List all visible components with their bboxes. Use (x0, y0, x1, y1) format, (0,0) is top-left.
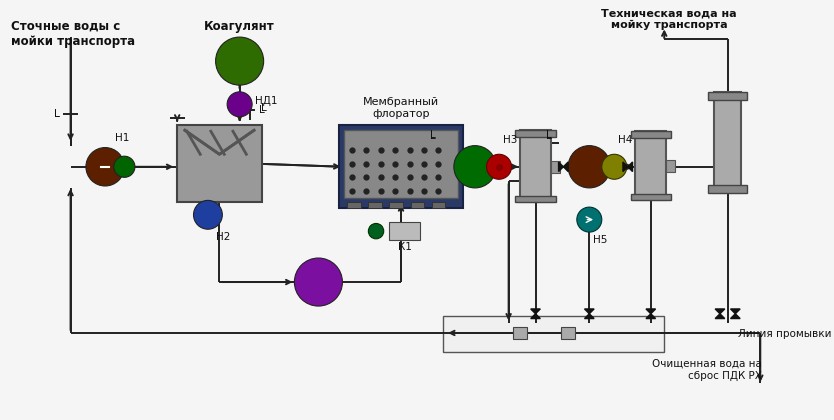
Bar (444, 316, 664, 352)
Text: Очищенная вода на
сброс ПДК РХ: Очищенная вода на сброс ПДК РХ (652, 359, 762, 381)
Circle shape (216, 37, 264, 85)
Text: L: L (546, 130, 552, 140)
Bar (708, 92, 747, 100)
Circle shape (568, 146, 610, 188)
Polygon shape (530, 314, 540, 318)
Bar (432, 202, 445, 208)
Text: Н5: Н5 (593, 235, 607, 245)
Bar (347, 202, 360, 208)
Polygon shape (646, 314, 656, 318)
Circle shape (227, 92, 252, 117)
Text: К1: К1 (398, 242, 412, 252)
Circle shape (294, 258, 343, 306)
Bar (631, 194, 671, 200)
Bar (389, 202, 403, 208)
Text: L: L (546, 131, 552, 141)
Text: Сточные воды с
мойки транспорта: Сточные воды с мойки транспорта (11, 20, 135, 48)
Text: L: L (259, 105, 264, 115)
Bar (515, 130, 555, 137)
Bar (551, 161, 560, 173)
Text: Н1: Н1 (115, 133, 129, 143)
Bar (344, 130, 458, 199)
Text: Н4: Н4 (618, 135, 632, 145)
Bar (666, 160, 675, 172)
Polygon shape (716, 309, 725, 314)
Circle shape (602, 154, 627, 179)
Polygon shape (585, 314, 594, 318)
Bar (339, 124, 464, 208)
Text: L: L (430, 130, 435, 140)
Bar (177, 126, 262, 202)
Polygon shape (731, 314, 740, 318)
Circle shape (369, 223, 384, 239)
Circle shape (113, 156, 135, 177)
Bar (631, 131, 671, 138)
Text: L: L (261, 103, 267, 113)
Text: L: L (430, 131, 435, 141)
Text: Коагулянт: Коагулянт (204, 20, 275, 33)
Bar (389, 223, 420, 240)
Bar (708, 185, 747, 193)
Circle shape (577, 207, 602, 232)
Text: L: L (54, 109, 60, 119)
Bar (515, 196, 555, 202)
Text: Н2: Н2 (216, 232, 230, 242)
Bar (520, 130, 551, 202)
Polygon shape (530, 309, 540, 314)
Bar (714, 92, 741, 193)
Polygon shape (716, 314, 725, 318)
Polygon shape (623, 162, 628, 172)
Circle shape (454, 146, 496, 188)
Text: Мембранный
флоратор: Мембранный флоратор (363, 97, 439, 119)
Circle shape (486, 154, 511, 179)
Text: Техническая вода на
мойку транспорта: Техническая вода на мойку транспорта (601, 8, 737, 30)
Circle shape (193, 200, 223, 229)
Polygon shape (564, 162, 568, 172)
Polygon shape (646, 309, 656, 314)
Polygon shape (628, 162, 632, 172)
Text: Н3: Н3 (503, 135, 517, 145)
Polygon shape (731, 309, 740, 314)
Bar (369, 202, 382, 208)
Polygon shape (585, 309, 594, 314)
Text: L: L (54, 109, 60, 119)
Text: Линия промывки: Линия промывки (737, 329, 831, 339)
Circle shape (86, 147, 124, 186)
Polygon shape (559, 162, 564, 172)
Bar (410, 202, 424, 208)
Bar (561, 327, 575, 339)
Bar (514, 327, 527, 339)
Bar (636, 131, 666, 200)
Text: НД1: НД1 (255, 95, 278, 105)
